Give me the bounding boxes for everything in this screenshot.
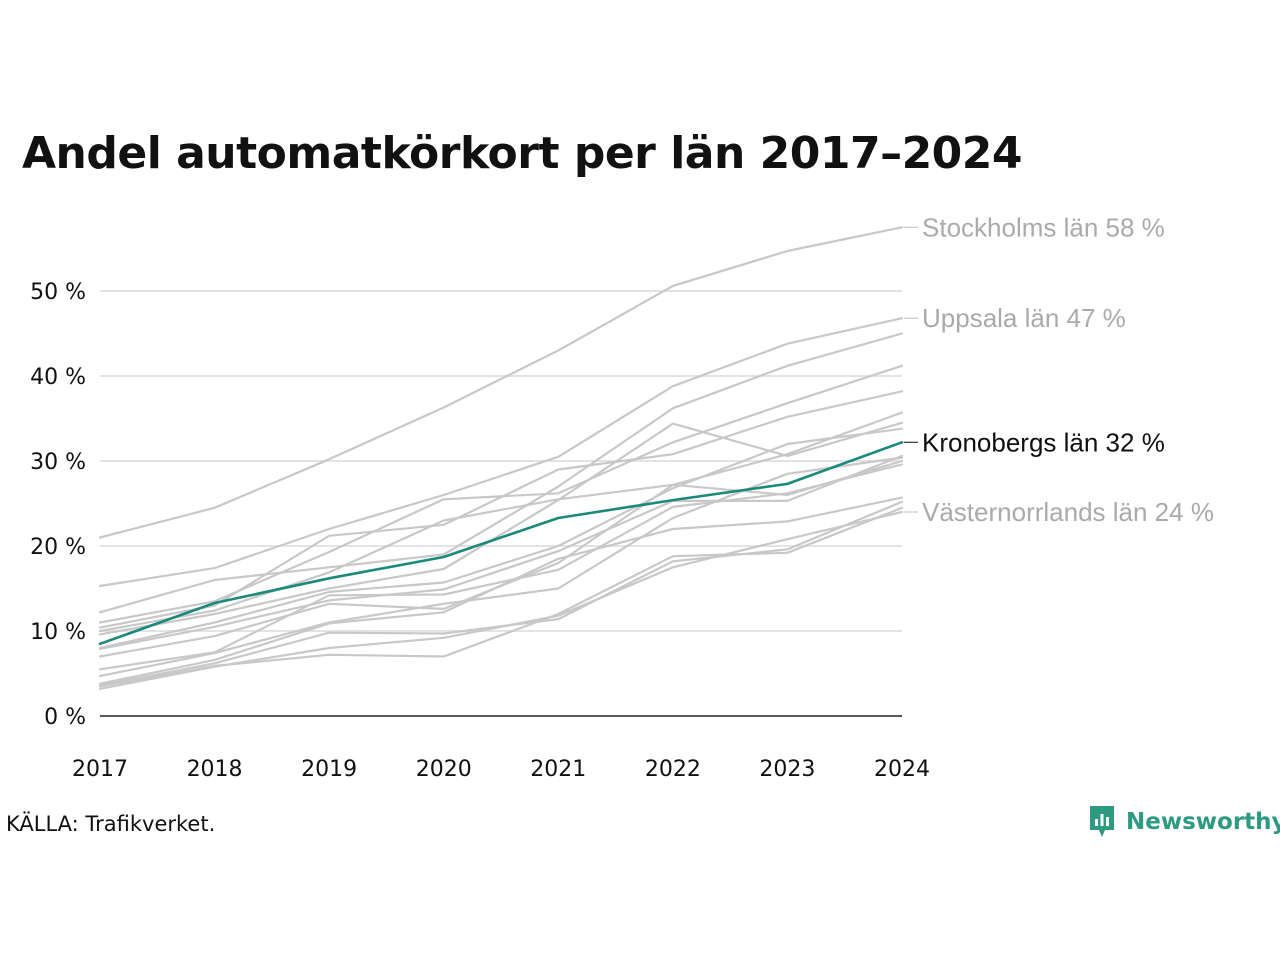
x-tick-label: 2017: [72, 757, 128, 782]
series-line-uppsala-län: [98, 317, 904, 588]
series-line-county: [98, 506, 904, 688]
y-tick-label: 20 %: [30, 535, 86, 560]
y-tick-label: 0 %: [44, 705, 86, 730]
x-tick-label: 2023: [759, 757, 815, 782]
series-line-stockholms-län: [98, 226, 904, 539]
y-tick-label: 40 %: [30, 365, 86, 390]
highlight-line-kronobergs-län: [98, 441, 904, 646]
brand-logo[interactable]: Newsworthy: [1088, 804, 1280, 840]
chart-title: Andel automatkörkort per län 2017–2024: [22, 128, 1023, 179]
x-tick-label: 2020: [416, 757, 472, 782]
x-tick-label: 2018: [187, 757, 243, 782]
series-line-county: [98, 411, 904, 633]
series-end-label: Stockholms län 58 %: [922, 212, 1165, 242]
series-end-label: Västernorrlands län 24 %: [922, 497, 1214, 527]
x-axis: 2017 2018 2019 2020 2021 2022 2023 2024: [72, 757, 930, 782]
x-tick-label: 2019: [301, 757, 357, 782]
series-lines: [98, 226, 904, 690]
series-labels: Stockholms län 58 % Uppsala län 47 % Krono…: [904, 212, 1214, 527]
series-line-county: [98, 390, 904, 629]
series-line-county: [98, 332, 904, 614]
series-line-county: [98, 456, 904, 678]
x-tick-label: 2021: [530, 757, 586, 782]
x-tick-label: 2022: [645, 757, 701, 782]
y-axis: 0 % 10 % 20 % 30 % 40 % 50 %: [30, 280, 86, 730]
series-end-label: Kronobergs län 32 %: [922, 427, 1165, 457]
x-tick-label: 2024: [874, 757, 930, 782]
newsworthy-logo-icon: [1090, 806, 1114, 837]
series-line-county: [98, 427, 904, 650]
y-tick-label: 50 %: [30, 280, 86, 305]
series-line-county: [98, 496, 904, 685]
y-tick-label: 10 %: [30, 620, 86, 645]
series-line-county: [98, 463, 904, 671]
series-end-label: Uppsala län 47 %: [922, 303, 1126, 333]
brand-name: Newsworthy: [1126, 809, 1280, 835]
source-note: KÄLLA: Trafikverket.: [6, 812, 216, 836]
y-tick-label: 30 %: [30, 450, 86, 475]
series-line-county: [98, 454, 904, 650]
